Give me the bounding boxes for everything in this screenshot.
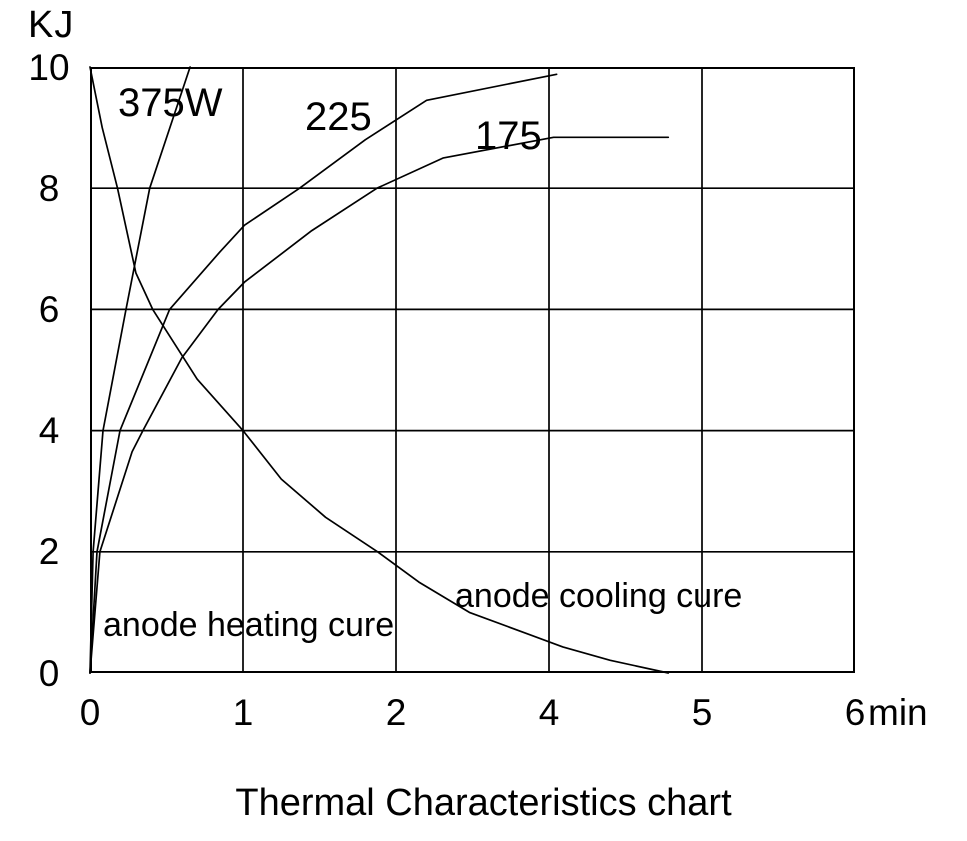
annotation-225: 225 <box>305 95 372 139</box>
y-tick-label-6: 6 <box>38 288 60 330</box>
y-tick-label-4: 4 <box>38 410 60 452</box>
annotation-375w: 375W <box>118 81 223 125</box>
x-tick-label-6: 6 <box>844 692 866 733</box>
chart-canvas <box>89 66 855 674</box>
y-tick-label-2: 2 <box>38 531 60 573</box>
annotation-175: 175 <box>475 114 542 158</box>
plot-area: 375W 225 175 anode heating cure anode coolin… <box>89 66 855 674</box>
anode-heating-curve-375W <box>89 66 191 674</box>
plot-border <box>90 67 855 673</box>
anode-heating-curve-175 <box>89 136 670 674</box>
anode-cooling-curve <box>89 66 670 674</box>
annotation-anode-heating-cure: anode heating cure <box>103 606 395 644</box>
y-axis-unit-label: KJ <box>28 4 75 46</box>
annotation-anode-cooling-cure: anode cooling cure <box>455 577 743 615</box>
x-tick-label-1: 1 <box>232 692 254 733</box>
y-tick-label-8: 8 <box>38 167 60 209</box>
chart-title: Thermal Characteristics chart <box>235 782 732 824</box>
x-tick-label-4: 4 <box>538 692 560 733</box>
x-tick-label-0: 0 <box>79 692 101 733</box>
y-tick-label-0: 0 <box>38 652 60 694</box>
x-tick-label-5: 5 <box>691 692 713 733</box>
x-tick-label-2: 2 <box>385 692 407 733</box>
x-axis-unit-label: min <box>868 692 928 733</box>
y-tick-label-10: 10 <box>28 46 70 88</box>
anode-heating-curve-225 <box>89 73 558 674</box>
